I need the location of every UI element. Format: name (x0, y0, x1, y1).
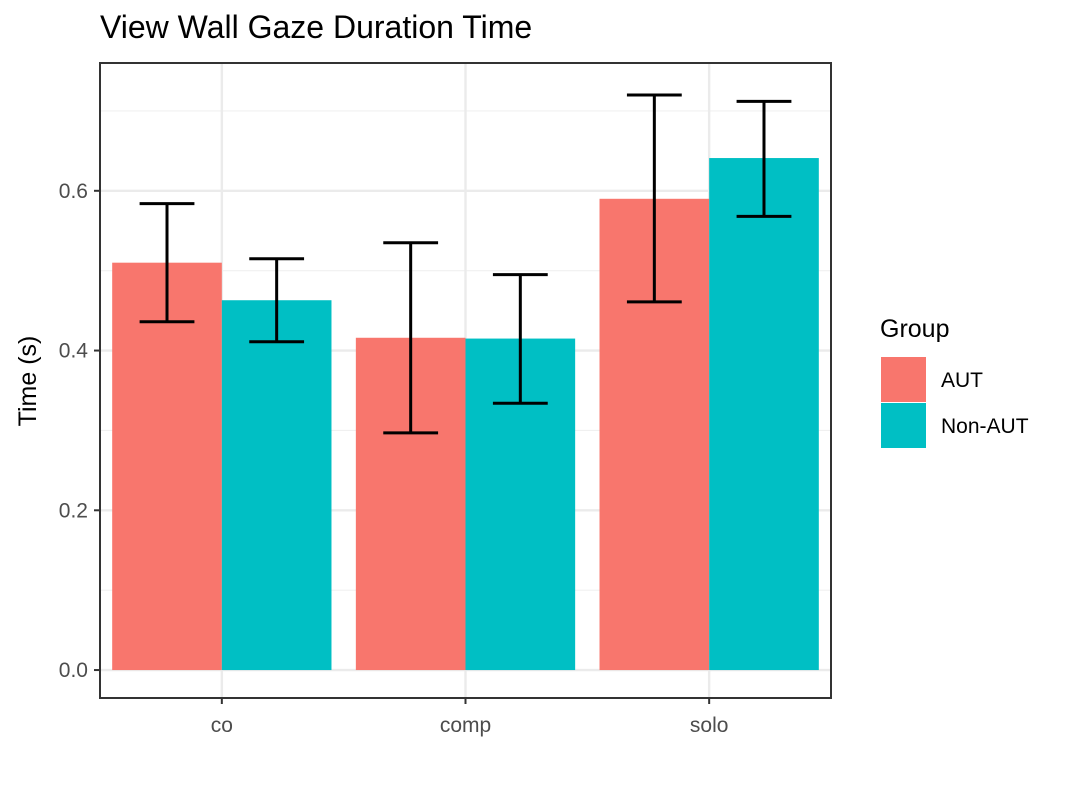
y-axis: 0.0 0.2 0.4 0.6 (59, 180, 100, 682)
bar (112, 262, 222, 671)
x-tick-label: comp (440, 714, 491, 737)
y-tick-label: 0.2 (59, 499, 88, 522)
x-axis: co comp solo (211, 698, 729, 737)
bar (221, 300, 332, 671)
x-tick-label: solo (690, 714, 729, 737)
y-tick-label: 0.0 (59, 659, 88, 682)
legend-swatch (881, 357, 926, 402)
chart-title: View Wall Gaze Duration Time (100, 9, 532, 45)
legend-label: AUT (941, 369, 983, 392)
legend-label: Non-AUT (941, 415, 1029, 438)
legend-swatch (881, 403, 926, 448)
error-bars (139, 93, 792, 435)
legend-title: Group (880, 315, 949, 343)
x-tick-label: co (211, 714, 233, 737)
y-tick-label: 0.4 (59, 340, 89, 363)
bars (112, 158, 819, 671)
y-tick-label: 0.6 (59, 180, 88, 203)
legend: Group AUT Non-AUT (880, 315, 1029, 448)
y-axis-title: Time (s) (14, 336, 42, 427)
bar (709, 158, 819, 671)
